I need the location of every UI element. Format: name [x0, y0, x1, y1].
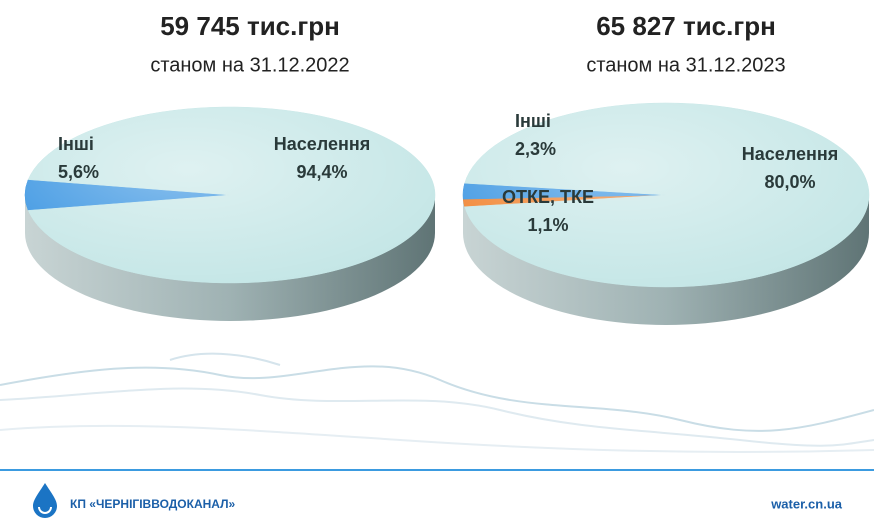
slice-label: Інші: [58, 134, 94, 154]
chart-subtitle: станом на 31.12.2023: [586, 54, 785, 76]
slice-label: Населення: [274, 134, 371, 154]
slice-value-label: 80,0%: [764, 172, 815, 192]
slice-value-label: 5,6%: [58, 162, 99, 182]
pie-shine: [25, 107, 435, 283]
slice-label: Населення: [742, 144, 839, 164]
slice-value-label: 94,4%: [296, 162, 347, 182]
pie-side: [463, 195, 869, 325]
chart-subtitle: станом на 31.12.2022: [150, 54, 349, 76]
website: water.cn.ua: [770, 496, 843, 511]
organization: КП «ЧЕРНІГІВВОДОКАНАЛ»: [70, 497, 236, 511]
slice-value-label: 1,1%: [527, 215, 568, 235]
slice-label: ОТКЕ, ТКЕ: [502, 187, 594, 207]
slice-value-label: 2,3%: [515, 139, 556, 159]
pie-shine: [463, 103, 869, 287]
logo: [33, 483, 57, 518]
chart-title: 65 827 тис.грн: [596, 11, 776, 41]
pie-side: [25, 195, 435, 321]
slice-label: Інші: [515, 111, 551, 131]
chart-title: 59 745 тис.грн: [160, 11, 340, 41]
wave-decoration: [0, 352, 874, 453]
